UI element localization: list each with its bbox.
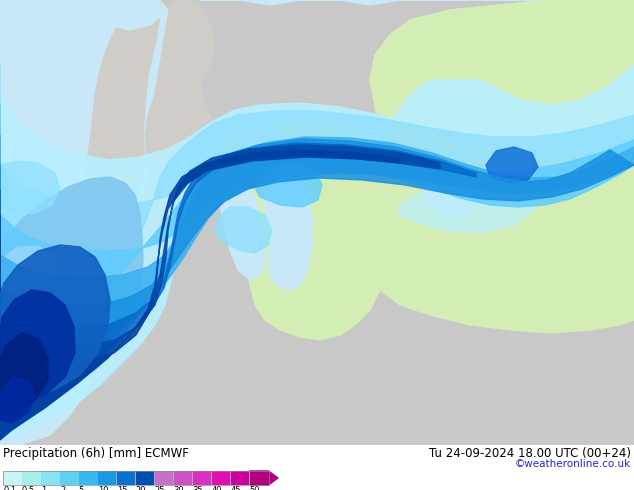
Text: 30: 30 (174, 486, 184, 490)
Polygon shape (0, 377, 35, 423)
Polygon shape (0, 65, 634, 405)
Text: Tu 24-09-2024 18.00 UTC (00+24): Tu 24-09-2024 18.00 UTC (00+24) (429, 447, 631, 460)
Polygon shape (240, 127, 312, 290)
Bar (79, 471, 98, 485)
Text: 20: 20 (136, 486, 146, 490)
Text: 0.1: 0.1 (3, 486, 16, 490)
Bar (174, 471, 193, 485)
Text: 1: 1 (41, 486, 46, 490)
Text: 35: 35 (193, 486, 204, 490)
Polygon shape (486, 147, 538, 183)
Polygon shape (200, 0, 634, 150)
Polygon shape (0, 143, 476, 437)
Text: ©weatheronline.co.uk: ©weatheronline.co.uk (515, 459, 631, 469)
Polygon shape (0, 105, 634, 410)
Polygon shape (0, 245, 110, 397)
Bar (155, 471, 174, 485)
Bar (22, 471, 41, 485)
Text: 40: 40 (212, 486, 222, 490)
Text: 45: 45 (231, 486, 241, 490)
Polygon shape (0, 0, 634, 440)
Bar (212, 471, 231, 485)
Bar (193, 471, 212, 485)
Polygon shape (0, 333, 48, 415)
Polygon shape (420, 170, 490, 217)
Text: 10: 10 (98, 486, 108, 490)
Polygon shape (0, 177, 143, 390)
Bar (231, 471, 250, 485)
Polygon shape (145, 0, 220, 270)
Polygon shape (0, 0, 180, 445)
Polygon shape (0, 139, 634, 435)
Polygon shape (0, 150, 400, 440)
Polygon shape (215, 207, 272, 253)
Bar (117, 471, 136, 485)
Text: 0.5: 0.5 (22, 486, 35, 490)
Polygon shape (370, 0, 634, 333)
Bar (98, 471, 117, 485)
Polygon shape (0, 247, 55, 293)
Bar (3, 471, 22, 485)
Polygon shape (82, 0, 162, 365)
Polygon shape (220, 120, 420, 340)
Polygon shape (0, 161, 60, 213)
Text: 15: 15 (117, 486, 127, 490)
Polygon shape (215, 155, 265, 280)
Text: 25: 25 (155, 486, 165, 490)
Polygon shape (0, 0, 162, 30)
Bar (136, 471, 155, 485)
Text: 50: 50 (250, 486, 260, 490)
Polygon shape (0, 290, 75, 405)
Polygon shape (0, 145, 440, 437)
Text: Precipitation (6h) [mm] ECMWF: Precipitation (6h) [mm] ECMWF (3, 447, 189, 460)
Polygon shape (398, 180, 535, 233)
Polygon shape (0, 135, 634, 440)
Bar (41, 471, 60, 485)
Text: 5: 5 (79, 486, 84, 490)
Text: 2: 2 (60, 486, 65, 490)
Bar (3, 471, 269, 485)
Polygon shape (250, 471, 278, 485)
Polygon shape (256, 165, 322, 207)
Bar (60, 471, 79, 485)
